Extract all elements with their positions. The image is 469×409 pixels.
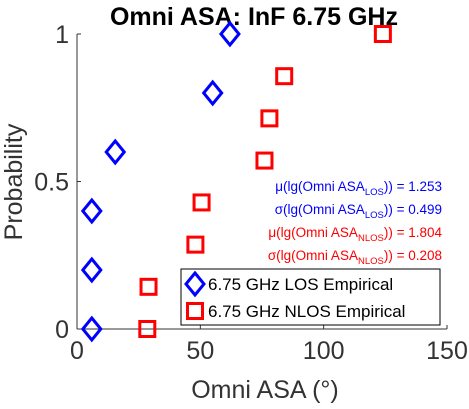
x-tick-label: 150 <box>426 337 468 365</box>
nlos-point <box>260 109 279 128</box>
stats-annotation: σ(lg(Omni ASALOS)) = 0.499 <box>275 202 442 221</box>
y-tick-label: 0 <box>55 316 69 344</box>
x-tick-label: 0 <box>70 337 84 365</box>
legend-marker <box>184 270 206 298</box>
los-point <box>201 79 224 107</box>
nlos-point <box>192 193 211 212</box>
stats-annotation: σ(lg(Omni ASANLOS)) = 0.208 <box>268 248 442 267</box>
x-tick-label: 100 <box>303 337 345 365</box>
los-point <box>80 197 103 225</box>
x-axis-label: Omni ASA (°) <box>191 376 339 404</box>
x-tick-label: 50 <box>186 337 214 365</box>
data-marks <box>80 20 392 343</box>
y-tick-label: 0.5 <box>34 169 69 197</box>
stats-annotation: μ(lg(Omni ASANLOS)) = 1.804 <box>268 225 442 244</box>
nlos-point <box>139 277 158 296</box>
nlos-point <box>138 320 157 338</box>
chart-title: Omni ASA: InF 6.75 GHz <box>110 3 398 31</box>
axis-ticks: 0 50 100 150 0 0.5 1 <box>34 21 468 365</box>
los-point <box>218 20 241 48</box>
y-axis-label: Probability <box>0 123 28 240</box>
y-tick-label: 1 <box>55 21 69 49</box>
legend: 6.75 GHz LOS Empirical 6.75 GHz NLOS Empi… <box>180 268 441 326</box>
nlos-point <box>186 235 205 254</box>
nlos-point <box>255 151 274 170</box>
legend-label: 6.75 GHz LOS Empirical <box>208 275 393 294</box>
nlos-point <box>275 67 294 86</box>
los-point <box>104 138 127 166</box>
legend-label: 6.75 GHz NLOS Empirical <box>208 302 405 321</box>
stats-annotations: μ(lg(Omni ASALOS)) = 1.253 σ(lg(Omni ASAL… <box>268 179 443 267</box>
stats-annotation: μ(lg(Omni ASALOS)) = 1.253 <box>275 179 442 198</box>
los-point <box>80 256 103 284</box>
nlos-point <box>373 25 392 43</box>
los-point <box>80 315 103 343</box>
legend-marker <box>186 302 204 320</box>
legend-box <box>180 268 441 326</box>
